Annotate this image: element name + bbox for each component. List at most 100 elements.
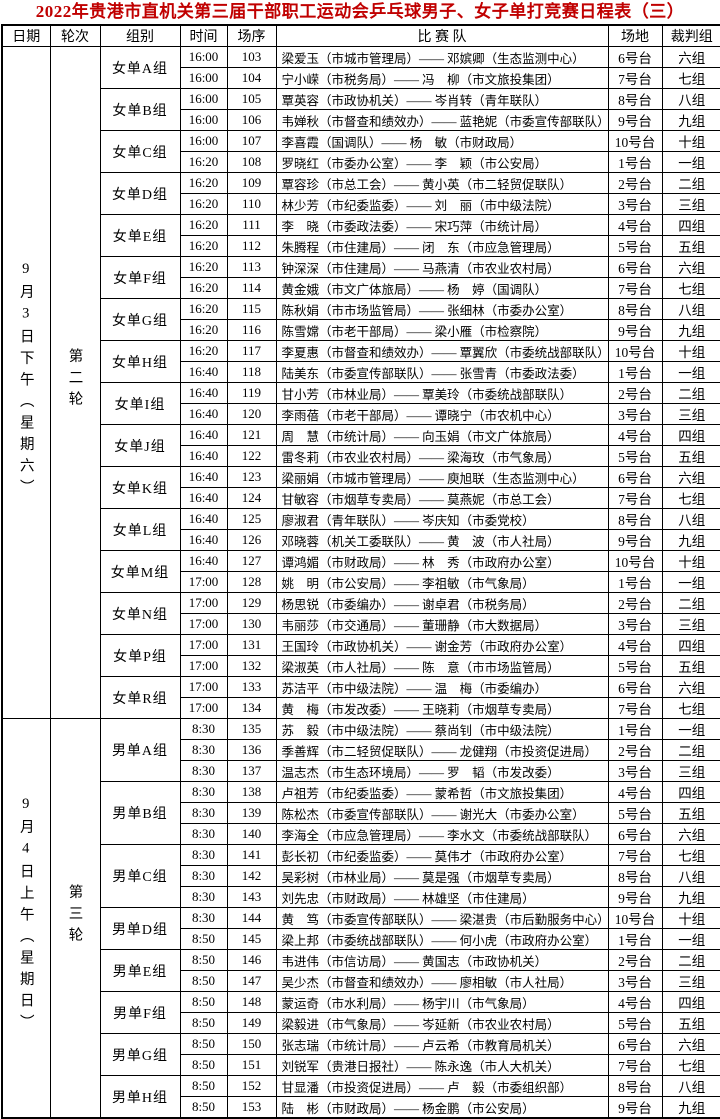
time-cell: 8:30 <box>179 781 228 803</box>
schedule-table: 日期 轮次 组别 时间 场序比 赛 队场地 裁判组 9月3日下午（星期六） 第二轮 女单A组 16… <box>1 24 720 1119</box>
venue-cell: 4号台 <box>607 781 663 803</box>
referee-cell: 七组 <box>661 487 720 509</box>
match-row: 9月4日上午（星期日） 第三轮 男单A组 8:30 135 苏 毅（市中级法院）—— 蔡尚… <box>1 718 720 1119</box>
referee-cell: 六组 <box>661 1033 720 1055</box>
column-header-2: 组别 <box>99 24 181 47</box>
teams-cell: 吴少杰（市督查和绩效办）—— 廖相敏（市人社局） <box>275 970 609 992</box>
referee-cell: 十组 <box>661 130 720 152</box>
match-no-cell: 132 <box>226 655 277 677</box>
referee-cell: 十组 <box>661 340 720 362</box>
group-cell: 女单K组 <box>99 466 181 509</box>
teams-cell: 林少芳（市纪委监委）—— 刘 丽（市中级法院） <box>275 193 609 215</box>
teams-cell: 廖淑君（青年联队）—— 岑庆知（市委党校） <box>275 508 609 530</box>
referee-cell: 九组 <box>661 319 720 341</box>
round-cell: 第二轮 <box>49 46 101 719</box>
time-cell: 8:30 <box>179 760 228 782</box>
match-row: 17:00 132 梁淑英（市人社局）—— 陈 意（市市场监管局） 5号台 五组 <box>2 655 720 677</box>
match-row: 女单M组 16:40 127 谭鸿媚（市财政局）—— 林 秀（市政府办公室） 10号台十… <box>2 550 720 593</box>
match-no-cell: 145 <box>226 928 277 950</box>
group-cell: 男单G组 <box>99 1033 181 1076</box>
match-no-cell: 139 <box>226 802 277 824</box>
venue-cell: 5号台 <box>607 235 663 257</box>
time-cell: 16:20 <box>179 235 228 257</box>
teams-cell: 邓晓蓉（机关工委联队）—— 黄 波（市人社局） <box>275 529 609 551</box>
match-no-cell: 120 <box>226 403 277 425</box>
match-row: 8:30 136 季善辉（市二轻贸促联队）—— 龙健翔（市投资促进局） 2号台 二组 <box>2 739 720 761</box>
referee-cell: 六组 <box>661 823 720 845</box>
venue-cell: 7号台 <box>607 844 663 866</box>
referee-cell: 三组 <box>661 760 720 782</box>
referee-cell: 九组 <box>661 529 720 551</box>
time-cell: 8:30 <box>179 844 228 866</box>
match-row: 16:40 118 陆美东（市委宣传部联队）—— 张雪青（市委政法委） 1号台 一组 <box>2 361 720 383</box>
time-cell: 17:00 <box>179 571 228 593</box>
match-row: 女单E组 16:20 111 李 晓（市委政法委）—— 宋巧萍（市统计局） 4号台 四组 <box>2 214 720 257</box>
venue-cell: 4号台 <box>607 634 663 656</box>
teams-cell: 黄金娥（市文广体旅局）—— 杨 婷（国调队） <box>275 277 609 299</box>
match-row: 男单B组 8:30 138 卢祖芳（市纪委监委）—— 蒙希哲（市文旅投集团） 4号台 四组 <box>2 781 720 845</box>
teams-cell: 罗晓红（市委办公室）—— 李 颖（市公安局） <box>275 151 609 173</box>
referee-cell: 三组 <box>661 193 720 215</box>
date-cell-text: 9月4日上午（星期日） <box>17 796 34 1036</box>
match-no-cell: 149 <box>226 1012 277 1034</box>
match-no-cell: 105 <box>226 88 277 110</box>
group-cell: 女单B组 <box>99 88 181 131</box>
match-row: 16:40 126 邓晓蓉（机关工委联队）—— 黄 波（市人社局） 9号台 九组 <box>2 529 720 551</box>
match-no-cell: 141 <box>226 844 277 866</box>
teams-cell: 杨思锐（市委编办）—— 谢卓君（市税务局） <box>275 592 609 614</box>
time-cell: 17:00 <box>179 697 228 719</box>
column-header-0: 日期 <box>1 24 51 47</box>
match-row: 16:40 120 李雨蓓（市老干部局）—— 谭晓宁（市农机中心） 3号台 三组 <box>2 403 720 425</box>
referee-cell: 三组 <box>661 970 720 992</box>
match-row: 男单E组 8:50 146 韦进伟（市信访局）—— 黄国志（市政协机关） 2号台 二组 <box>2 949 720 992</box>
match-row: 16:20 114 黄金娥（市文广体旅局）—— 杨 婷（国调队） 7号台 七组 <box>2 277 720 299</box>
page-title: 2022年贵港市直机关第三届干部职工运动会乒乓球男子、女子单打竞赛日程表（三） <box>35 2 685 21</box>
referee-cell: 二组 <box>661 739 720 761</box>
referee-cell: 九组 <box>661 1096 720 1119</box>
column-header-7: 裁判组 <box>661 24 720 47</box>
match-no-cell: 136 <box>226 739 277 761</box>
match-no-cell: 109 <box>226 172 277 194</box>
referee-cell: 一组 <box>661 718 720 740</box>
match-no-cell: 140 <box>226 823 277 845</box>
venue-cell: 6号台 <box>607 676 663 698</box>
time-cell: 17:00 <box>179 676 228 698</box>
time-cell: 17:00 <box>179 613 228 635</box>
match-no-cell: 111 <box>226 214 277 236</box>
match-row: 女单I组 16:40 119 甘小芳（市林业局）—— 覃美玲（市委统战部联队） 2号台二… <box>2 382 720 425</box>
teams-cell: 周 慧（市统计局）—— 向玉娟（市文广体旅局） <box>275 424 609 446</box>
time-cell: 8:50 <box>179 1075 228 1097</box>
teams-cell: 苏 毅（市中级法院）—— 蔡尚钊（市中级法院） <box>275 718 609 740</box>
venue-cell: 5号台 <box>607 445 663 467</box>
teams-cell: 梁上邦（市委统战部联队）—— 何小虎（市政府办公室） <box>275 928 609 950</box>
time-cell: 17:00 <box>179 634 228 656</box>
teams-cell: 韦丽莎（市交通局）—— 董珊静（市大数据局） <box>275 613 609 635</box>
teams-cell: 陈松杰（市委宣传部联队）—— 谢光大（市委办公室） <box>275 802 609 824</box>
teams-cell: 蒙运奇（市水利局）—— 杨宇川（市气象局） <box>275 991 609 1013</box>
match-no-cell: 118 <box>226 361 277 383</box>
time-cell: 16:20 <box>179 151 228 173</box>
match-no-cell: 104 <box>226 67 277 89</box>
venue-cell: 1号台 <box>607 718 663 740</box>
time-cell: 16:40 <box>179 550 228 572</box>
venue-cell: 8号台 <box>607 865 663 887</box>
match-row: 男单G组 8:50 150 张志瑞（市统计局）—— 卢云希（市教育局机关） 6号台 六组 <box>2 1033 720 1076</box>
referee-cell: 四组 <box>661 424 720 446</box>
match-row: 女单C组 16:00 107 李喜霞（国调队）—— 杨 敏（市财政局） 10号台 十组 <box>2 130 720 173</box>
match-no-cell: 134 <box>226 697 277 719</box>
group-cell: 男单E组 <box>99 949 181 992</box>
venue-cell: 1号台 <box>607 571 663 593</box>
match-no-cell: 124 <box>226 487 277 509</box>
match-no-cell: 146 <box>226 949 277 971</box>
match-row: 17:00 134 黄 梅（市发改委）—— 王晓莉（市烟草专卖局） 7号台 七组 <box>2 697 720 719</box>
teams-cell: 李夏惠（市督查和绩效办）—— 覃翼欣（市委统战部联队） <box>275 340 609 362</box>
match-no-cell: 152 <box>226 1075 277 1097</box>
venue-cell: 2号台 <box>607 382 663 404</box>
time-cell: 16:20 <box>179 172 228 194</box>
time-cell: 8:50 <box>179 1096 228 1119</box>
venue-cell: 6号台 <box>607 1033 663 1055</box>
venue-cell: 2号台 <box>607 949 663 971</box>
match-row: 女单B组 16:00 105 覃英容（市政协机关）—— 岑肖转（青年联队） 8号台 八组 <box>2 88 720 131</box>
match-no-cell: 116 <box>226 319 277 341</box>
match-no-cell: 148 <box>226 991 277 1013</box>
